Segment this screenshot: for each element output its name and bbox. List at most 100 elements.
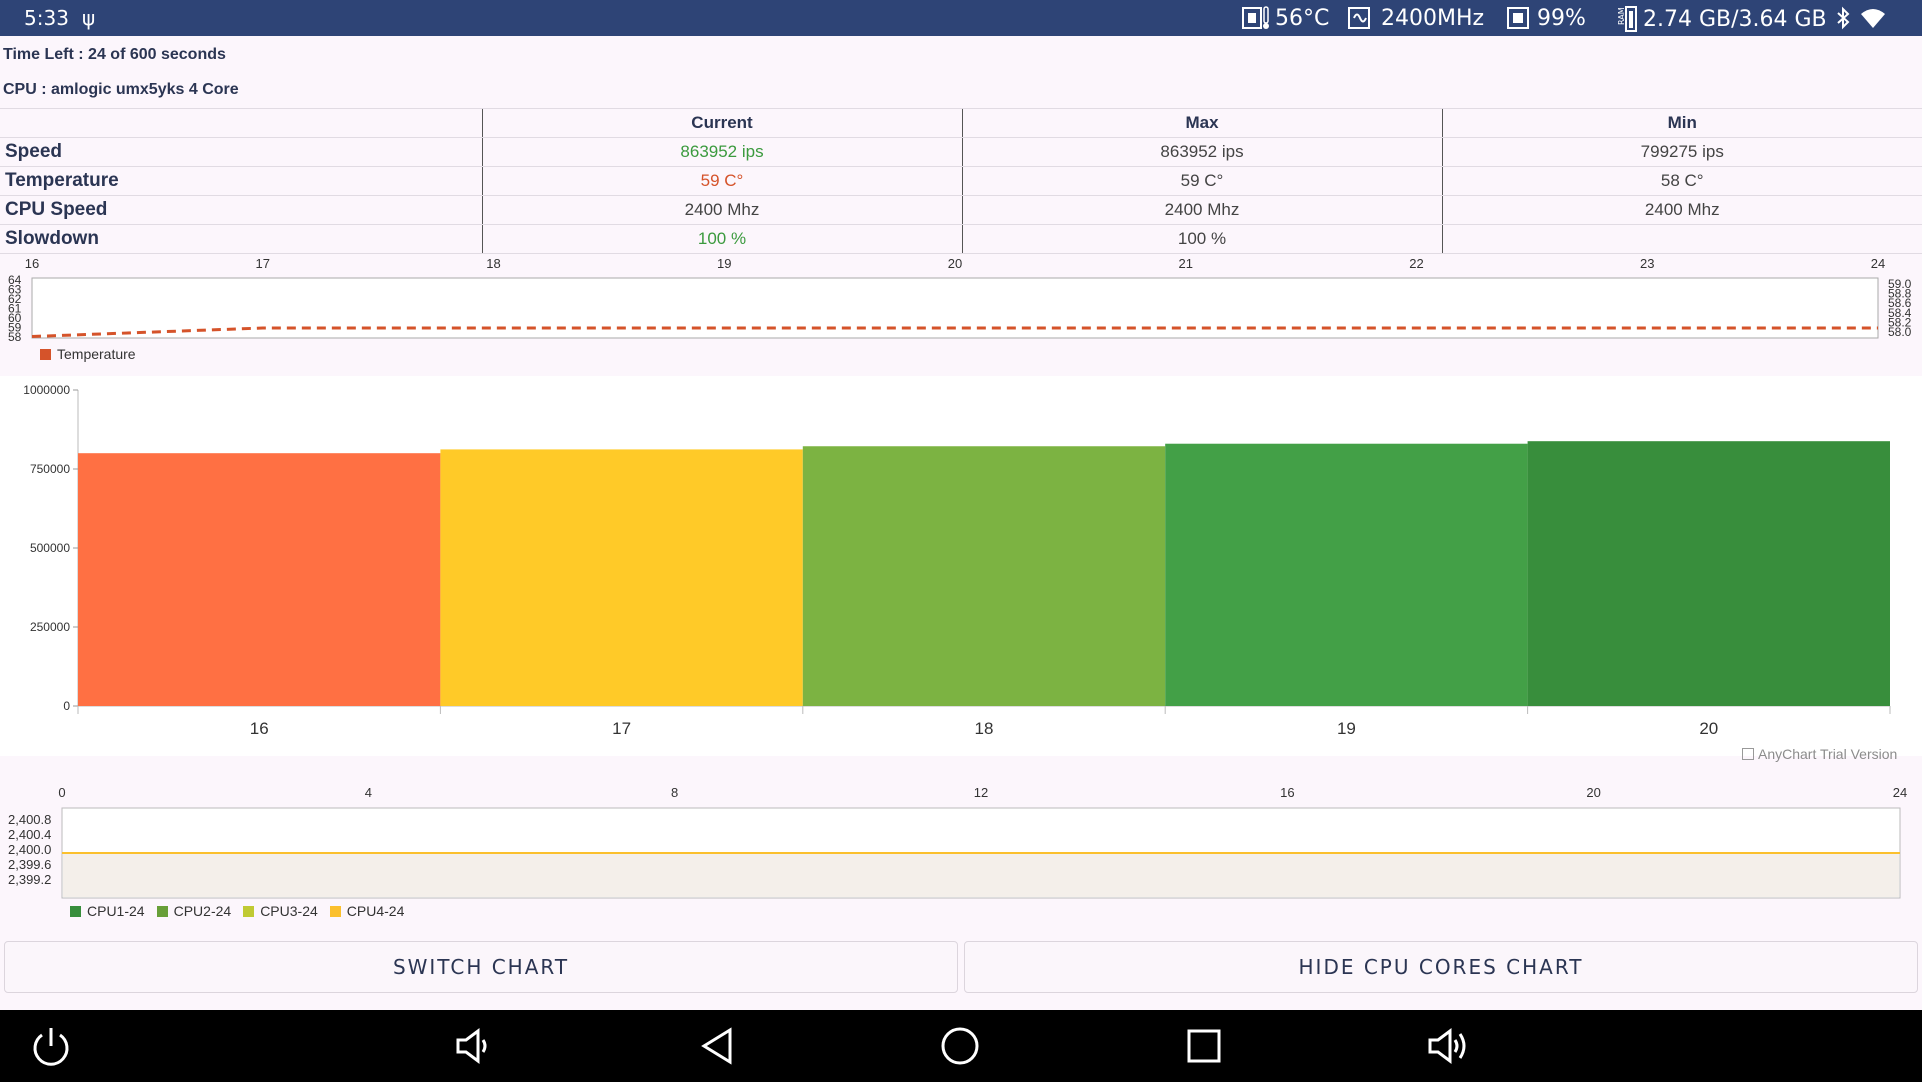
legend-swatch <box>156 905 168 917</box>
bar <box>1527 441 1890 706</box>
x-tick-label: 24 <box>1893 785 1907 800</box>
chip-icon <box>1507 7 1529 29</box>
x-tick-label: 8 <box>671 785 678 800</box>
y-tick-label: 64 <box>8 273 22 287</box>
legend-label: CPU3-24 <box>260 903 318 919</box>
legend-label: CPU1-24 <box>87 903 145 919</box>
navigation-bar <box>0 1010 1922 1082</box>
bar <box>802 446 1166 706</box>
legend-item: CPU3-24 <box>243 903 318 919</box>
chip-thermometer-icon <box>1242 6 1269 29</box>
y-tick-label: 63 <box>8 283 22 297</box>
bluetooth-icon <box>1834 6 1857 30</box>
slowdown-min <box>1441 224 1922 254</box>
time-left-text: Time Left : 24 of 600 seconds <box>3 46 226 63</box>
header-min: Min <box>1441 108 1922 138</box>
wifi-icon <box>1860 8 1889 30</box>
y-tick-label-right: 58.6 <box>1888 296 1912 310</box>
switch-chart-button[interactable]: SWITCH CHART <box>4 941 958 993</box>
chart-icon <box>1742 748 1754 760</box>
y-tick-label-right: 58.2 <box>1888 315 1912 329</box>
table-row: Speed 863952 ips 863952 ips 799275 ips <box>0 137 1922 167</box>
home-icon[interactable] <box>924 1010 996 1082</box>
power-icon[interactable] <box>15 1010 87 1082</box>
temperature-max: 59 C° <box>961 166 1442 196</box>
x-tick-label: 22 <box>1409 256 1423 271</box>
row-label-speed: Speed <box>0 137 482 167</box>
y-tick-label: 2,399.6 <box>8 857 51 872</box>
volume-down-icon[interactable] <box>436 1010 508 1082</box>
x-tick-label: 23 <box>1640 256 1654 271</box>
temperature-series-line <box>31 326 1878 338</box>
x-tick-label: 20 <box>1586 785 1600 800</box>
clock: 5:33 <box>24 6 69 30</box>
x-tick-label: 19 <box>717 256 731 271</box>
ram-indicator: RAM 2.74 GB/3.64 GB <box>1614 5 1827 33</box>
y-tick-label: 500000 <box>30 541 70 555</box>
back-icon[interactable] <box>682 1010 754 1082</box>
x-tick-label: 4 <box>365 785 372 800</box>
speed-bar-chart-svg: 0 250000 500000 750000 1000000 16 17 18 19 20 <box>23 383 1891 738</box>
slowdown-max: 100 % <box>961 224 1442 254</box>
y-tick-label: 60 <box>8 311 22 325</box>
legend-label: Temperature <box>57 346 136 362</box>
temperature-value: 56°C <box>1275 5 1330 31</box>
row-label-cpu-speed: CPU Speed <box>0 195 482 225</box>
cpu-cores-legend: CPU1-24 CPU2-24 CPU3-24 CPU4-24 <box>70 903 416 919</box>
legend-swatch <box>40 348 51 360</box>
legend-swatch <box>243 905 255 917</box>
x-tick-label: 12 <box>974 785 988 800</box>
bar <box>440 449 803 706</box>
slowdown-current: 100 % <box>481 224 962 254</box>
hide-cpu-cores-chart-button[interactable]: HIDE CPU CORES CHART <box>964 941 1918 993</box>
table-row: Temperature 59 C° 59 C° 58 C° <box>0 166 1922 196</box>
x-tick-label: 17 <box>256 256 270 271</box>
y-tick-label: 750000 <box>30 462 70 476</box>
legend-swatch <box>70 905 81 917</box>
x-tick-label: 16 <box>1280 785 1294 800</box>
cpu-speed-current: 2400 Mhz <box>481 195 962 225</box>
table-row: Slowdown 100 % 100 % <box>0 224 1922 254</box>
y-tick-label-right: 59.0 <box>1888 277 1912 291</box>
x-tick-label: 24 <box>1871 256 1885 271</box>
chip-frequency-icon <box>1348 7 1370 29</box>
table-row: CPU Speed 2400 Mhz 2400 Mhz 2400 Mhz <box>0 195 1922 225</box>
cpu-load-indicator: 99% <box>1504 5 1586 31</box>
watermark-text: AnyChart Trial Version <box>1758 746 1898 762</box>
temperature-current: 59 C° <box>481 166 962 196</box>
cpu-speed-min: 2400 Mhz <box>1441 195 1922 225</box>
y-tick-label: 62 <box>8 292 22 306</box>
x-tick-label: 18 <box>486 256 500 271</box>
speed-bar-chart: 0 250000 500000 750000 1000000 16 17 18 19 20 <box>0 376 1922 756</box>
header-current: Current <box>481 108 962 138</box>
temperature-indicator: 56°C <box>1240 5 1329 31</box>
bar <box>1165 443 1528 706</box>
bar <box>78 453 441 706</box>
x-tick-label: 16 <box>25 256 39 271</box>
volume-up-icon[interactable] <box>1412 1010 1484 1082</box>
x-tick-label: 0 <box>58 785 65 800</box>
stats-header-empty <box>0 108 482 138</box>
recents-icon[interactable] <box>1168 1010 1240 1082</box>
usb-icon: ψ <box>82 6 96 30</box>
status-bar: 5:33 ψ 56°C 2400MHz 99% RAM 2.74 GB/3.64… <box>0 0 1922 36</box>
ram-value: 2.74 GB/3.64 GB <box>1643 6 1827 32</box>
cpu-cores-chart: 0 4 8 12 16 20 24 2,400.8 2,400.4 2,400.0 2,399.6 2… <box>0 776 1922 900</box>
y-tick-label: 2,400.4 <box>8 827 51 842</box>
cpu-load-value: 99% <box>1537 5 1586 31</box>
x-tick-label: 21 <box>1179 256 1193 271</box>
x-tick-label: 20 <box>948 256 962 271</box>
row-label-temperature: Temperature <box>0 166 482 196</box>
y-tick-label: 61 <box>8 302 22 316</box>
stats-header-row: Current Max Min <box>0 108 1922 138</box>
stats-table: Current Max Min Speed 863952 ips 863952 … <box>0 108 1922 254</box>
y-tick-label: 0 <box>63 699 70 713</box>
speed-current: 863952 ips <box>481 137 962 167</box>
ram-icon: RAM <box>1617 6 1637 32</box>
area-fill <box>63 853 1899 897</box>
y-tick-label: 1000000 <box>23 383 70 397</box>
y-tick-label: 59 <box>8 321 22 335</box>
frequency-indicator: 2400MHz <box>1346 5 1484 31</box>
legend-item: CPU4-24 <box>329 903 404 919</box>
